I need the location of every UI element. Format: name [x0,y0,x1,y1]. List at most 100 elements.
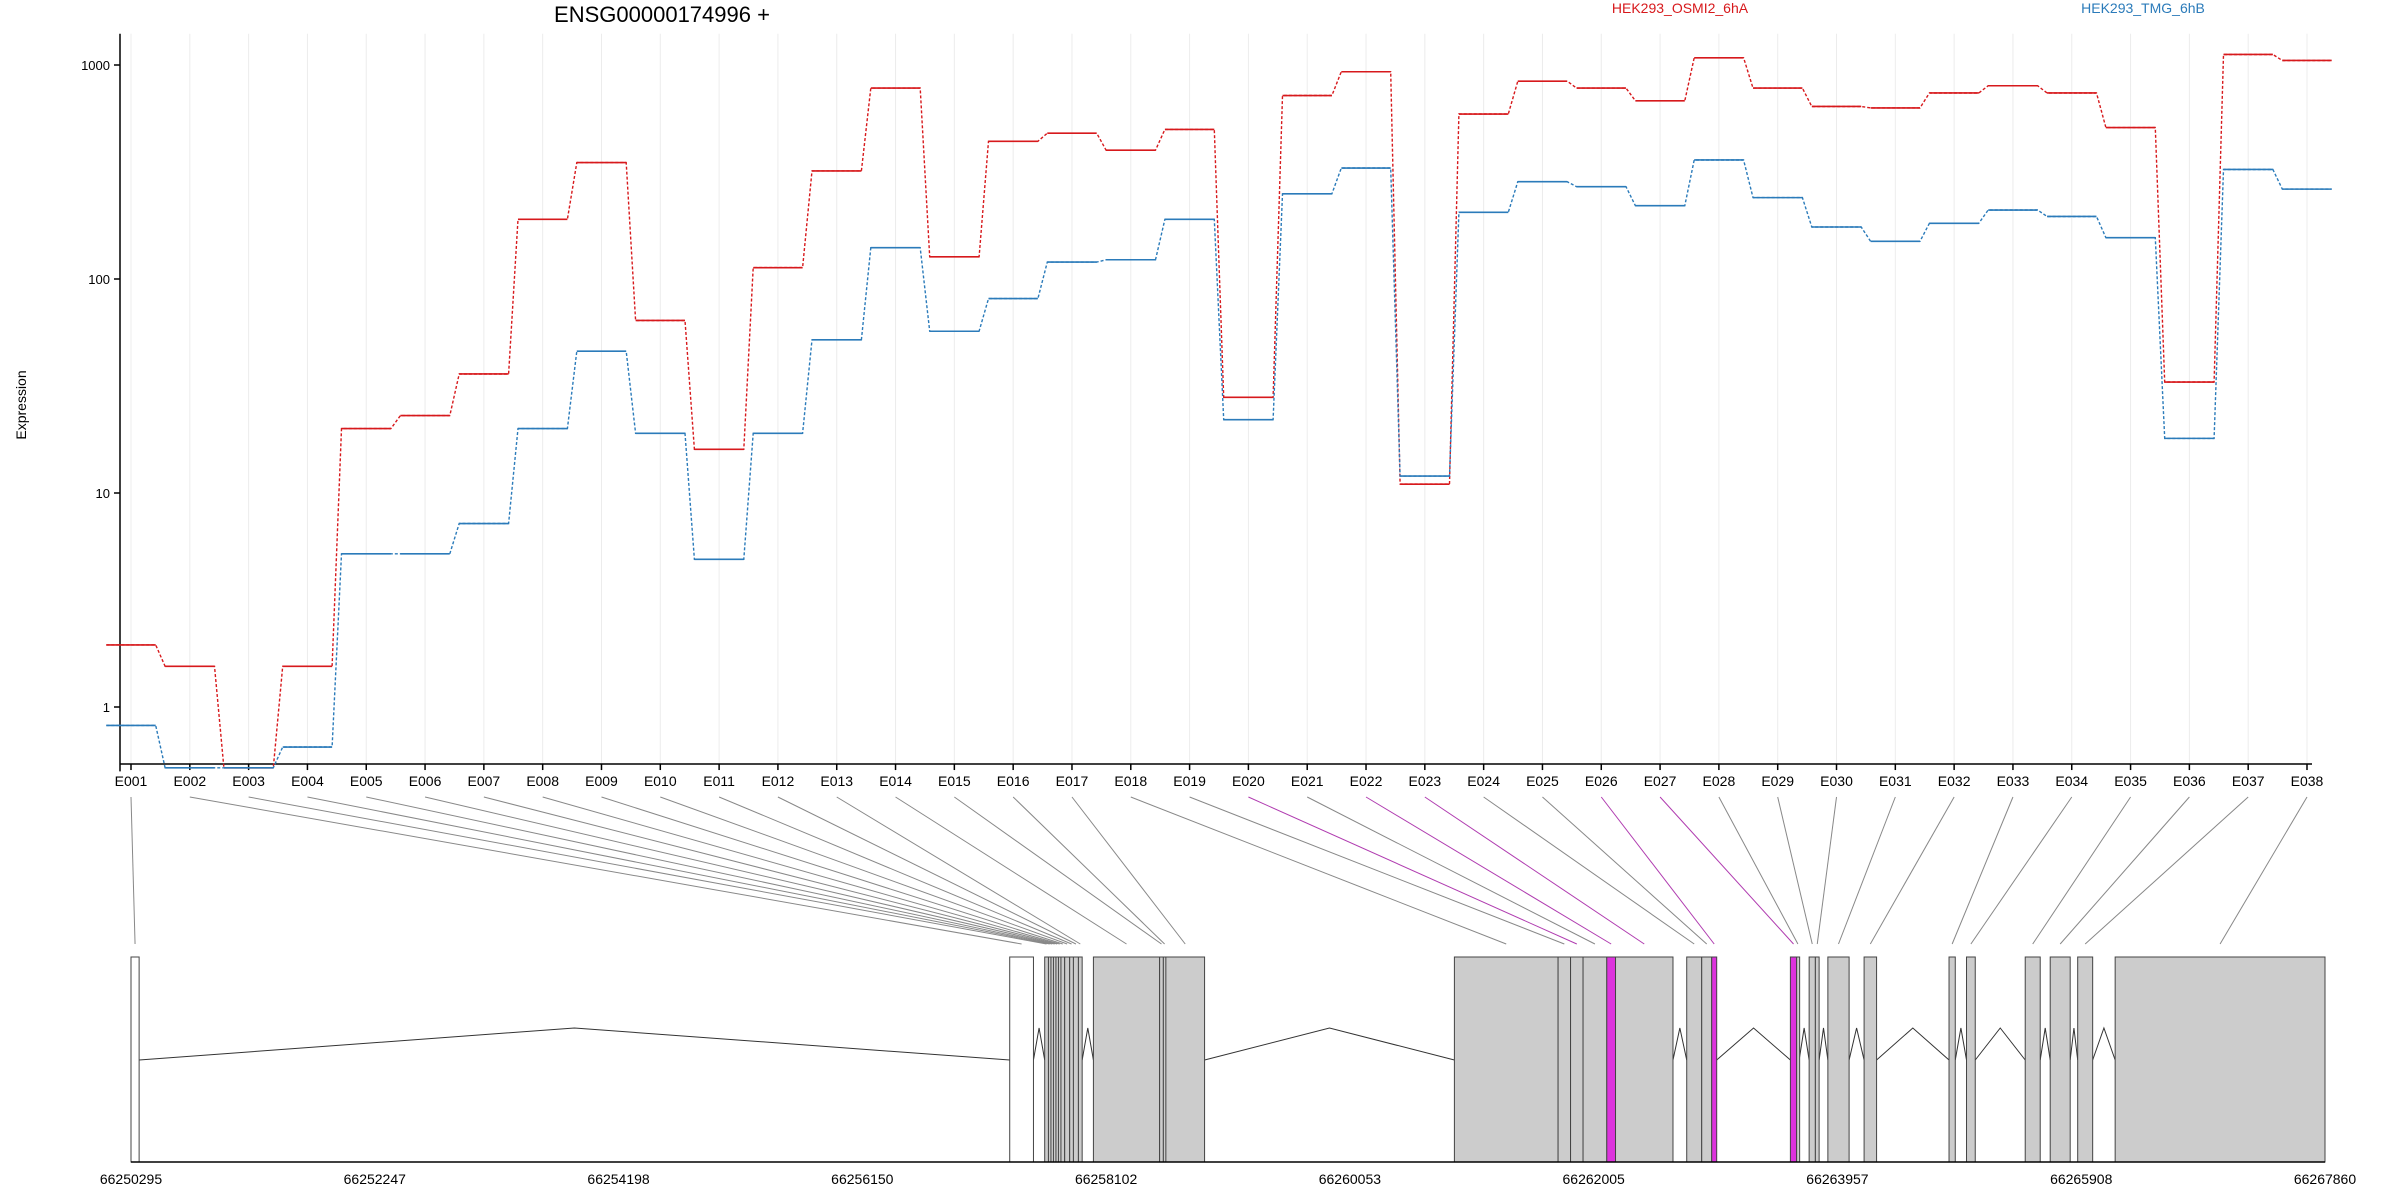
x-tick-label-E004: E004 [291,773,324,789]
y-tick-label-100: 100 [88,272,110,287]
connector-E004 [307,796,1050,945]
vertical-gridlines [130,33,2308,772]
coord-tick-label: 66260053 [1319,1171,1382,1187]
connector-E023 [1424,796,1645,945]
x-tick-label-E022: E022 [1350,773,1383,789]
x-tick-label-E016: E016 [997,773,1030,789]
series-osmi2 [106,53,2332,769]
x-tick-label-E030: E030 [1820,773,1853,789]
connector-E022 [1365,796,1612,945]
coord-tick-label: 66262005 [1563,1171,1626,1187]
connector-E036 [2059,796,2190,945]
connector-E025 [1542,796,1708,945]
connector-E019 [1189,796,1565,945]
connector-E002 [189,796,1022,945]
exon-bin-E033 [1948,956,1956,1163]
x-axis: E001 E002 E003 E004 E005 E006 E007 E008 E009 E010… [115,763,2324,789]
x-tick-label-E019: E019 [1173,773,1206,789]
connector-E017 [1071,796,1186,945]
x-tick-label-E021: E021 [1291,773,1324,789]
intron-15 [2092,1026,2116,1061]
exon-bin-E018 [1453,956,1559,1163]
legend-entry-tmg: HEK293_TMG_6hB [2081,0,2205,16]
y-tick-label-10: 10 [96,486,110,501]
x-tick-label-E027: E027 [1644,773,1677,789]
exon-bin-E026 [1711,956,1718,1163]
exon-bin-E022 [1606,956,1617,1163]
connector-E005 [366,796,1053,945]
connector-E020 [1248,796,1578,945]
x-tick-label-E032: E032 [1938,773,1971,789]
intron-13 [2039,1027,2051,1061]
exon-bin-E015 [1159,956,1164,1163]
intron-12 [1974,1027,2026,1061]
connector-E035 [2032,796,2131,945]
intron-7 [1798,1027,1810,1061]
x-tick-label-E028: E028 [1703,773,1736,789]
exon-bin-E032 [1863,956,1878,1163]
exon-bin-E009 [1060,956,1066,1163]
connector-E037 [2084,796,2249,945]
connector-E024 [1483,796,1695,945]
x-tick-label-E006: E006 [409,773,442,789]
connector-E009 [601,796,1063,945]
exon-bin-E037 [2077,956,2094,1163]
exon-bin-E012 [1072,956,1079,1163]
connector-E034 [1970,796,2073,945]
intron-14 [2069,1027,2079,1061]
legend-entry-osmi2: HEK293_OSMI2_6hA [1612,0,1749,16]
coord-tick-label: 66265908 [2050,1171,2113,1187]
genomic-coordinate-axis: 66250295 66252247 66254198 66256150 66258102… [100,1161,2356,1187]
connector-E032 [1869,796,1955,945]
x-tick-label-E017: E017 [1056,773,1089,789]
intron-10 [1876,1027,1950,1061]
exon-bin-E020 [1570,956,1584,1163]
x-tick-label-E005: E005 [350,773,383,789]
x-tick-label-E003: E003 [232,773,265,789]
intron-9 [1848,1027,1865,1061]
exon-bin-E010 [1064,956,1071,1163]
gene-model [130,956,2326,1163]
exon-bin-E031 [1827,956,1850,1163]
exon-bin-E024 [1686,956,1703,1163]
y-axis: 1 10 100 1000 [81,33,121,772]
connector-E008 [542,796,1060,945]
connector-E029 [1777,796,1813,945]
coord-tick-label: 66258102 [1075,1171,1138,1187]
exon-bin-E034 [1966,956,1976,1163]
x-tick-label-E026: E026 [1585,773,1618,789]
connector-E038 [2219,796,2308,945]
x-tick-label-E013: E013 [820,773,853,789]
x-tick-label-E008: E008 [526,773,559,789]
x-tick-label-E014: E014 [879,773,912,789]
x-tick-label-E033: E033 [1997,773,2030,789]
y-tick-label-1000: 1000 [81,58,110,73]
intron-1 [139,1027,1010,1061]
connector-E006 [424,796,1055,945]
x-tick-label-E029: E029 [1761,773,1794,789]
connector-E012 [777,796,1077,945]
exon-bin-E035 [2024,956,2041,1163]
x-tick-label-E025: E025 [1526,773,1559,789]
x-tick-label-E023: E023 [1408,773,1441,789]
exon-bin-E019 [1557,956,1572,1163]
connector-E028 [1718,796,1799,945]
exon-bin-E017 [1165,956,1206,1163]
exon-bin-E021 [1582,956,1608,1163]
x-tick-label-E018: E018 [1114,773,1147,789]
connector-E026 [1600,796,1715,945]
intron-8 [1818,1027,1829,1061]
exon-bin-E028 [1796,956,1801,1163]
bin-connector-lines [130,796,2308,945]
y-tick-label-1: 1 [103,700,110,715]
connector-E010 [660,796,1068,945]
connector-E015 [954,796,1162,945]
x-tick-label-E038: E038 [2291,773,2324,789]
intron-11 [1954,1027,1968,1061]
x-tick-label-E037: E037 [2232,773,2265,789]
exon-bin-E011 [1069,956,1074,1163]
intron-4 [1204,1027,1455,1061]
exon-bin-E002 [1009,956,1034,1163]
x-tick-label-E036: E036 [2173,773,2206,789]
x-tick-label-E031: E031 [1879,773,1912,789]
